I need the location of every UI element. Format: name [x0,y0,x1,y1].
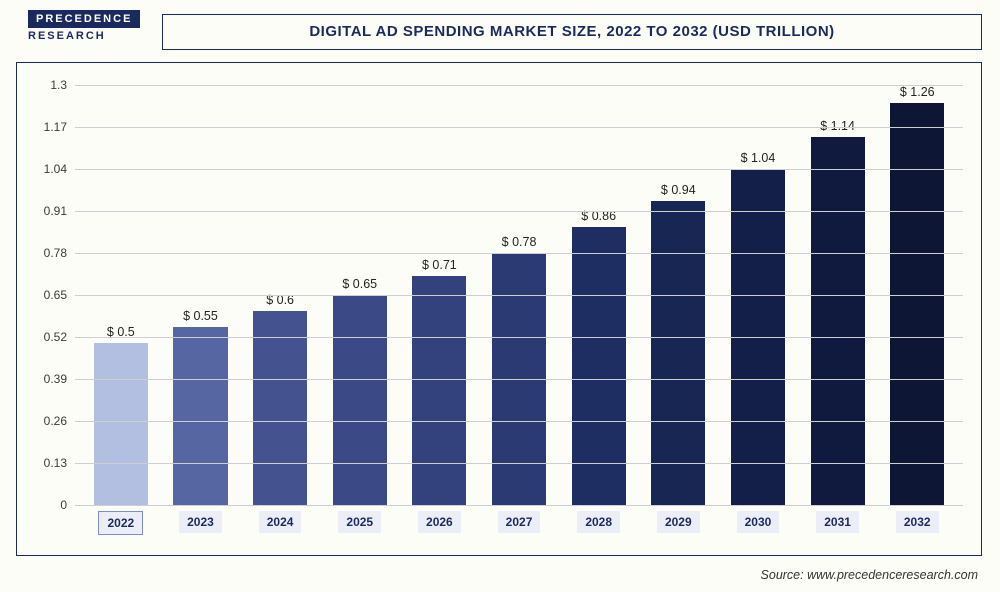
chart-area: $ 0.5$ 0.55$ 0.6$ 0.65$ 0.71$ 0.78$ 0.86… [16,62,982,556]
x-tick: 2026 [400,511,480,535]
y-tick-label: 0.91 [44,204,67,218]
y-tick-label: 1.3 [50,78,67,92]
y-tick-label: 0.26 [44,414,67,428]
x-tick: 2022 [81,511,161,535]
x-tick-label: 2025 [338,511,381,533]
x-tick: 2023 [161,511,241,535]
y-tick-label: 0.65 [44,288,67,302]
bar-value-label: $ 0.94 [661,183,696,197]
grid-line [75,253,963,254]
chart-title-box: DIGITAL AD SPENDING MARKET SIZE, 2022 TO… [162,14,982,50]
grid-line [75,169,963,170]
plot-area: $ 0.5$ 0.55$ 0.6$ 0.65$ 0.71$ 0.78$ 0.86… [75,85,963,505]
x-tick-label: 2031 [816,511,859,533]
x-tick-label: 2028 [577,511,620,533]
bar [811,137,865,505]
x-tick-label: 2029 [657,511,700,533]
x-tick: 2029 [638,511,718,535]
source-text: Source: www.precedenceresearch.com [761,568,978,582]
y-tick-label: 0.13 [44,456,67,470]
x-tick: 2027 [479,511,559,535]
x-tick: 2030 [718,511,798,535]
brand-logo: PRECEDENCE RESEARCH [28,10,140,42]
grid-line [75,337,963,338]
grid-line [75,421,963,422]
bar-value-label: $ 0.78 [502,235,537,249]
bar [253,311,307,505]
y-tick-label: 1.04 [44,162,67,176]
bar [890,103,944,505]
y-tick-label: 0.52 [44,330,67,344]
chart-title: DIGITAL AD SPENDING MARKET SIZE, 2022 TO… [309,23,834,40]
grid-line [75,85,963,86]
bar [651,201,705,505]
chart-frame: PRECEDENCE RESEARCH DIGITAL AD SPENDING … [0,0,1000,592]
bar-value-label: $ 0.71 [422,258,457,272]
bar-value-label: $ 0.55 [183,309,218,323]
y-tick-label: 1.17 [44,120,67,134]
y-tick-label: 0.39 [44,372,67,386]
x-tick: 2031 [798,511,878,535]
bar-value-label: $ 1.26 [900,85,935,99]
x-tick-label: 2026 [418,511,461,533]
bar [173,327,227,505]
x-tick: 2032 [877,511,957,535]
bar-value-label: $ 1.14 [820,119,855,133]
bar [333,295,387,505]
x-tick: 2025 [320,511,400,535]
bar [412,276,466,505]
logo-top: PRECEDENCE [28,10,140,28]
logo-bottom: RESEARCH [28,28,140,42]
x-tick: 2028 [559,511,639,535]
grid-line [75,211,963,212]
x-tick-label: 2024 [259,511,302,533]
grid-line [75,463,963,464]
bar-value-label: $ 0.65 [342,277,377,291]
grid-line [75,379,963,380]
x-tick-label: 2022 [98,511,143,535]
grid-line [75,295,963,296]
x-tick-label: 2023 [179,511,222,533]
bar [94,343,148,505]
grid-line [75,505,963,506]
x-tick: 2024 [240,511,320,535]
bar-value-label: $ 1.04 [741,151,776,165]
x-axis: 2022 2023 2024 2025 2026 2027 2028 2029 2030 2031… [75,511,963,535]
grid-line [75,127,963,128]
x-tick-label: 2030 [737,511,780,533]
y-tick-label: 0.78 [44,246,67,260]
x-tick-label: 2027 [498,511,541,533]
y-tick-label: 0 [60,498,67,512]
x-tick-label: 2032 [896,511,939,533]
